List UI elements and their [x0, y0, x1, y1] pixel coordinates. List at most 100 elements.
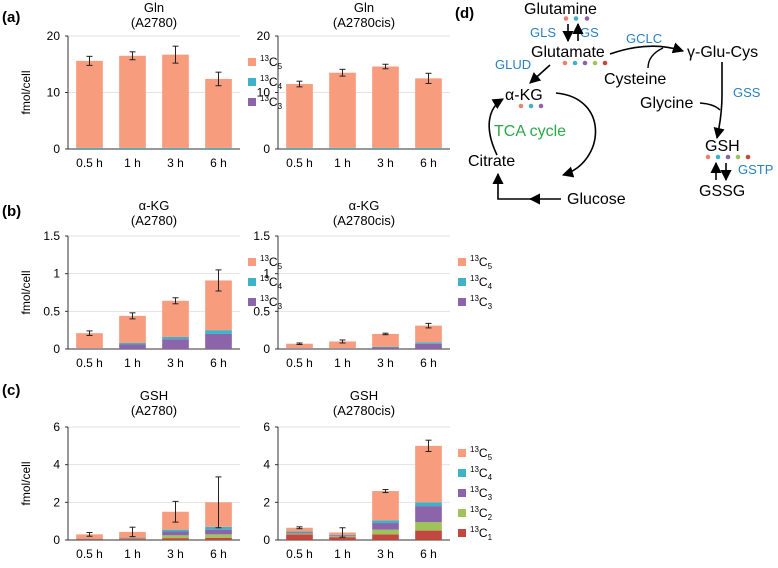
x-tick-label: 3 h [377, 356, 394, 370]
legend-swatch-c3 [248, 98, 256, 106]
legend-label-c3: 13C3 [260, 94, 283, 111]
x-tick-label: 6 h [210, 156, 227, 170]
label-dot [572, 60, 578, 66]
bar-segment-c2 [415, 522, 442, 531]
bar-segment-c4 [76, 147, 103, 149]
chart-akg-a2780cis: α-KG(A2780cis) 0 0.5 1 1.5 0.5 h 1 h 3 h 6 h 13C5… [253, 198, 492, 370]
tca-cycle-arrow [488, 98, 504, 156]
bar-segment-c5 [415, 445, 442, 503]
label-dot [705, 154, 711, 160]
y-tick-label: 6 [53, 420, 60, 434]
legend-swatch-c5 [458, 449, 466, 457]
legend-swatch-c4 [248, 278, 256, 286]
y-tick-label: 2 [53, 495, 60, 509]
bar-segment-c1 [415, 530, 442, 540]
node-glycine: Glycine [640, 95, 693, 112]
bar-segment-c3 [205, 529, 232, 535]
label-dot [562, 60, 568, 66]
node-cysteine: Cysteine [604, 71, 666, 88]
y-tick-label: 0 [53, 342, 60, 356]
y-tick-label: 20 [257, 29, 271, 43]
x-tick-label: 6 h [420, 547, 437, 561]
bar-segment-c5 [119, 55, 146, 148]
bar-segment-c2 [372, 529, 399, 535]
chart-subtitle: (A2780) [131, 213, 177, 228]
bar-segment-c5 [415, 325, 442, 343]
bar-segment-c3 [372, 347, 399, 349]
chart-subtitle: (A2780cis) [333, 15, 395, 30]
legend-swatch-c5 [248, 58, 256, 66]
chart-title: GSH [140, 388, 168, 403]
bar-segment-c4 [415, 502, 442, 507]
enzyme-gs: GS [580, 25, 599, 40]
enzyme-gss: GSS [733, 85, 761, 100]
node-glutamate: Glutamate [531, 44, 605, 61]
chart-gsh-a2780cis: GSH(A2780cis) 0 2 4 6 0.5 h 1 h 3 h 6 h 13C5 13C4 1… [263, 388, 492, 561]
x-tick-label: 1 h [334, 356, 351, 370]
chart-akg-a2780: α-KG(A2780) 0 0.5 1 1.5 fmol/cell 0.5 h 1 h 3 h 6… [19, 198, 283, 370]
x-tick-label: 0.5 h [76, 156, 103, 170]
y-tick-label: 4 [263, 458, 270, 472]
x-tick-label: 1 h [124, 356, 141, 370]
y-tick-label: 20 [47, 29, 61, 43]
arrow-gss [713, 62, 725, 140]
label-dot [725, 154, 731, 160]
x-tick-label: 1 h [334, 547, 351, 561]
bar-segment-c4 [205, 330, 232, 334]
x-tick-label: 1 h [124, 547, 141, 561]
y-tick-label: 0.5 [43, 304, 60, 318]
enzyme-glud: GLUD [495, 57, 531, 72]
bar-segment-c5 [286, 343, 313, 349]
chart-subtitle: (A2780) [131, 15, 177, 30]
legend-label-c5: 13C5 [470, 254, 493, 271]
y-tick-label: 1 [263, 267, 270, 281]
bar-segment-c4 [119, 342, 146, 345]
bar-segment-c3 [205, 333, 232, 349]
bar-segment-c3 [415, 506, 442, 523]
bar-segment-c5 [329, 341, 356, 349]
legend-swatch-c5 [458, 258, 466, 266]
y-tick-label: 1 [53, 267, 60, 281]
x-tick-label: 6 h [210, 356, 227, 370]
chart-title: Gln [354, 0, 374, 15]
bar-segment-c1 [162, 538, 189, 540]
x-tick-label: 0.5 h [286, 547, 313, 561]
bar-segment-c5 [286, 527, 313, 532]
arrow-cysteine [647, 47, 664, 69]
bar-segment-c1 [205, 537, 232, 540]
legend-label-c3: 13C3 [260, 294, 283, 311]
chart-title: GSH [350, 388, 378, 403]
legend-swatch-c4 [458, 469, 466, 477]
bar-segment-c1 [76, 539, 103, 540]
bar-segment-c1 [119, 539, 146, 540]
chart-gsh-a2780: GSH(A2780) 0 2 4 6 fmol/cell 0.5 h 1 h 3 h 6 h [19, 388, 240, 561]
enzyme-gclc: GCLC [626, 31, 662, 46]
bar-segment-c4 [162, 147, 189, 149]
y-tick-label: 0 [263, 342, 270, 356]
bar-segment-c4 [205, 147, 232, 149]
legend-label-c1: 13C1 [470, 525, 493, 542]
legend-label-c4: 13C4 [260, 74, 283, 91]
bar-segment-c3 [162, 531, 189, 536]
panel-label-d: (d) [455, 5, 474, 22]
bar-segment-c2 [205, 534, 232, 538]
bar-segment-c5 [286, 84, 313, 148]
bar-segment-c4 [286, 147, 313, 149]
label-dot [715, 154, 721, 160]
y-tick-label: 1.5 [43, 229, 60, 243]
node-akg: α-KG [505, 87, 543, 104]
bar-segment-c4 [162, 529, 189, 532]
label-dot [528, 103, 534, 109]
legend-label-c4: 13C4 [470, 274, 493, 291]
bar-segment-c5 [372, 491, 399, 521]
chart-subtitle: (A2780cis) [333, 213, 395, 228]
bar-segment-c2 [286, 533, 313, 535]
label-dot [745, 154, 751, 160]
bar-segment-c5 [76, 60, 103, 148]
bar-segment-c5 [162, 54, 189, 148]
x-tick-label: 0.5 h [286, 356, 313, 370]
label-dot [563, 16, 569, 21]
bar-segment-c5 [372, 66, 399, 148]
bar-segment-c1 [329, 537, 356, 540]
label-dot [538, 103, 544, 109]
